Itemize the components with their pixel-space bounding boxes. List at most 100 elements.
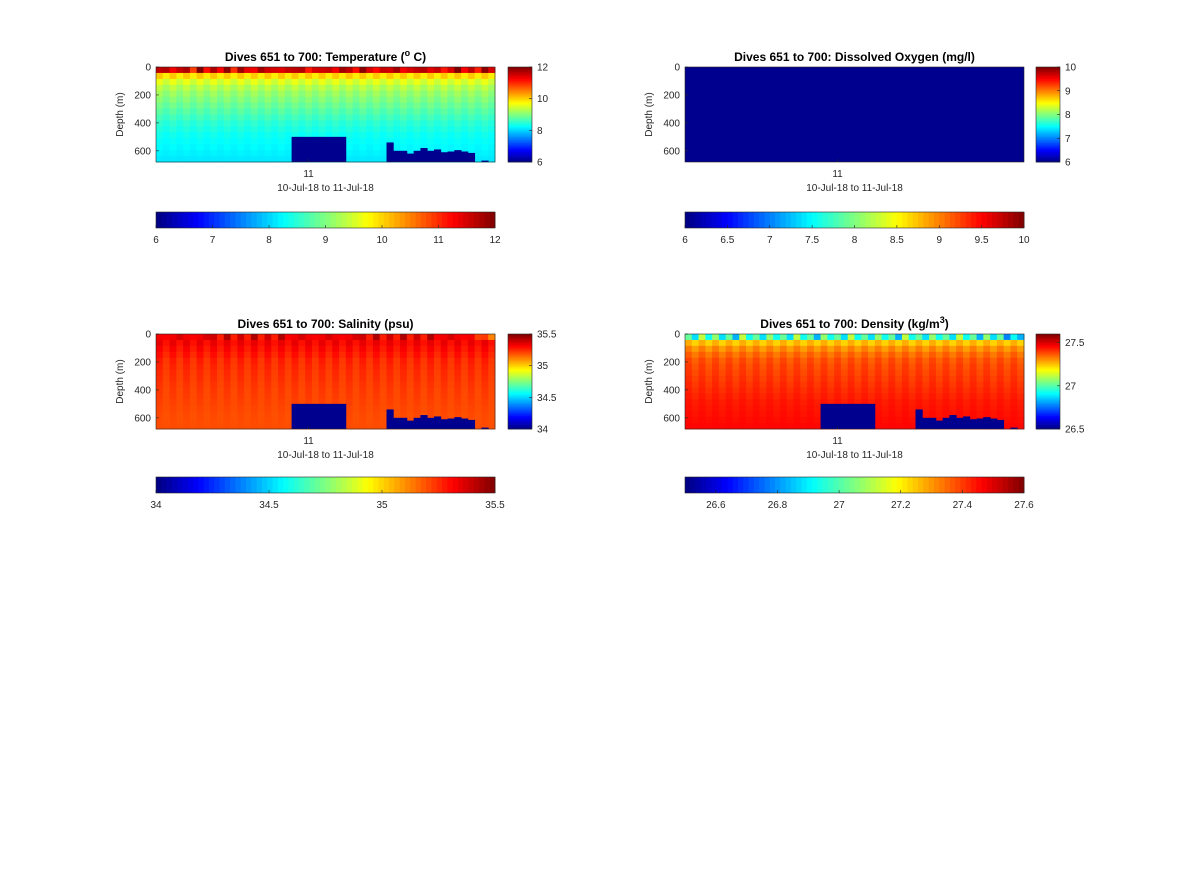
- heatmap-cell: [352, 369, 360, 376]
- heatmap-cell: [461, 144, 469, 151]
- heatmap-cell: [278, 156, 286, 163]
- heatmap-cell: [278, 393, 286, 400]
- heatmap-cell: [454, 334, 462, 341]
- heatmap-cell: [956, 375, 964, 382]
- no-data-region: [976, 418, 984, 429]
- heatmap-cell: [257, 387, 265, 394]
- heatmap-cell: [1003, 345, 1011, 353]
- heatmap-cell: [901, 345, 910, 353]
- heatmap-cell: [257, 84, 265, 92]
- heatmap-cell: [813, 417, 821, 424]
- heatmap-cell: [386, 120, 394, 127]
- heatmap-cell: [271, 381, 279, 388]
- y-tick-label: 400: [134, 385, 151, 396]
- heatmap-cell: [366, 114, 374, 121]
- heatmap-cell: [474, 96, 482, 104]
- heatmap-cell: [440, 351, 448, 359]
- heatmap-cell: [223, 96, 231, 104]
- heatmap-cell: [196, 334, 204, 341]
- heatmap-cell: [413, 411, 421, 418]
- heatmap-cell: [908, 363, 916, 371]
- heatmap-cell: [264, 150, 272, 157]
- heatmap-cell: [217, 375, 225, 382]
- heatmap-cell: [942, 381, 950, 388]
- heatmap-cell: [210, 363, 218, 371]
- colorbar-segment: [208, 212, 215, 228]
- heatmap-cell: [420, 138, 428, 145]
- heatmap-cell: [189, 345, 198, 353]
- heatmap-cell: [746, 423, 754, 430]
- heatmap-cell: [685, 381, 693, 388]
- heatmap-cell: [244, 357, 252, 365]
- colorbar-segment: [1036, 75, 1060, 78]
- heatmap-cell: [868, 375, 876, 382]
- heatmap-cell: [908, 357, 916, 365]
- colorbar-segment: [981, 212, 988, 228]
- heatmap-cell: [332, 67, 340, 74]
- heatmap-cell: [271, 132, 279, 139]
- x-axis-label: 10-Jul-18 to 11-Jul-18: [277, 183, 374, 194]
- heatmap-cell: [698, 351, 706, 359]
- colorbar-segment: [949, 477, 956, 493]
- heatmap-cell: [372, 357, 381, 365]
- heatmap-cell: [433, 132, 442, 139]
- heatmap-cell: [230, 138, 238, 145]
- heatmap-cell: [189, 363, 198, 371]
- heatmap-cell: [366, 334, 374, 341]
- heatmap-cell: [230, 351, 238, 359]
- colorbar-segment: [1036, 69, 1060, 72]
- heatmap-cell: [481, 351, 489, 359]
- colorbar-segment: [230, 477, 236, 493]
- heatmap-cell: [433, 381, 442, 388]
- heatmap-cell: [237, 144, 245, 151]
- heatmap-cell: [705, 417, 713, 424]
- heatmap-cell: [169, 381, 177, 388]
- no-data-region: [983, 417, 991, 430]
- heatmap-cell: [298, 334, 306, 341]
- colorbar-horizontal: 34 34.5 35 35.5: [150, 476, 505, 511]
- heatmap-cell: [983, 339, 991, 347]
- heatmap-cell: [969, 334, 977, 341]
- heatmap-cell: [393, 96, 401, 104]
- heatmap-cell: [461, 345, 469, 353]
- heatmap-cell: [318, 72, 326, 80]
- heatmap-cell: [454, 67, 462, 74]
- heatmap-cell: [332, 334, 340, 341]
- heatmap-cell: [257, 78, 265, 86]
- heatmap-cell: [1010, 363, 1018, 371]
- heatmap-cell: [257, 138, 265, 145]
- heatmap-cell: [834, 345, 842, 353]
- heatmap-cell: [271, 363, 279, 371]
- heatmap-cell: [834, 334, 842, 341]
- heatmap-cell: [481, 72, 489, 80]
- heatmap-cell: [176, 138, 184, 145]
- colorbar-segment: [508, 396, 532, 399]
- heatmap-cell: [420, 102, 428, 109]
- heatmap-cell: [203, 67, 211, 74]
- heatmap-cell: [359, 405, 367, 412]
- heatmap-cell: [339, 108, 347, 115]
- heatmap-cell: [203, 120, 211, 127]
- heatmap-cell: [311, 351, 320, 359]
- heatmap-cell: [156, 67, 164, 74]
- heatmap-cell: [162, 72, 170, 80]
- heatmap-cell: [359, 339, 367, 347]
- heatmap-cell: [345, 72, 354, 80]
- heatmap-cell: [406, 345, 415, 353]
- colorbar-tick-label: 6: [153, 235, 159, 246]
- heatmap-cell: [318, 363, 326, 371]
- heatmap-cell: [481, 399, 489, 406]
- heatmap-cell: [264, 363, 272, 371]
- heatmap-cell: [406, 351, 415, 359]
- colorbar-segment: [362, 212, 369, 228]
- heatmap-cell: [223, 399, 231, 406]
- heatmap-cell: [318, 132, 326, 139]
- heatmap-cell: [162, 156, 170, 163]
- colorbar-segment: [508, 72, 532, 75]
- heatmap-cell: [773, 399, 781, 406]
- heatmap-cell: [332, 120, 340, 127]
- heatmap-cell: [156, 417, 164, 424]
- heatmap-cell: [474, 345, 482, 353]
- heatmap-cell: [427, 114, 435, 121]
